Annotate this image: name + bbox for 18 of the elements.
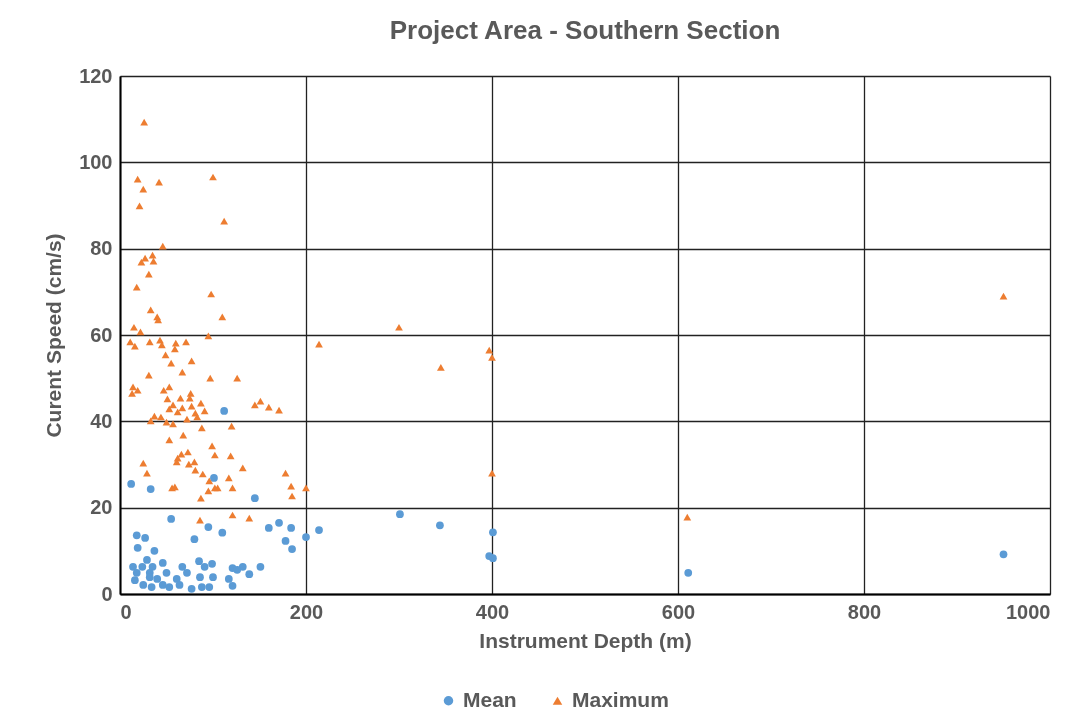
x-axis-title: Instrument Depth (m) [479,628,692,652]
legend-label: Mean [463,687,517,711]
x-tick-label: 600 [661,600,696,623]
y-tick-label: 40 [90,409,113,432]
y-tick-label: 120 [79,64,113,87]
x-tick-label: 1000 [1006,600,1051,623]
legend-label: Maximum [572,687,669,711]
x-tick-label: 800 [847,600,882,623]
y-tick-label: 0 [101,582,113,605]
y-axis-title: Curent Speed (cm/s) [42,233,66,438]
y-tick-label: 20 [90,496,113,519]
chart-title: Project Area - Southern Section [389,15,781,45]
y-tick-label: 100 [79,150,113,173]
x-tick-label: 0 [120,600,132,623]
x-tick-label: 200 [289,600,324,623]
x-tick-label: 400 [475,600,510,623]
y-tick-label: 80 [90,237,113,260]
y-tick-label: 60 [90,323,113,346]
